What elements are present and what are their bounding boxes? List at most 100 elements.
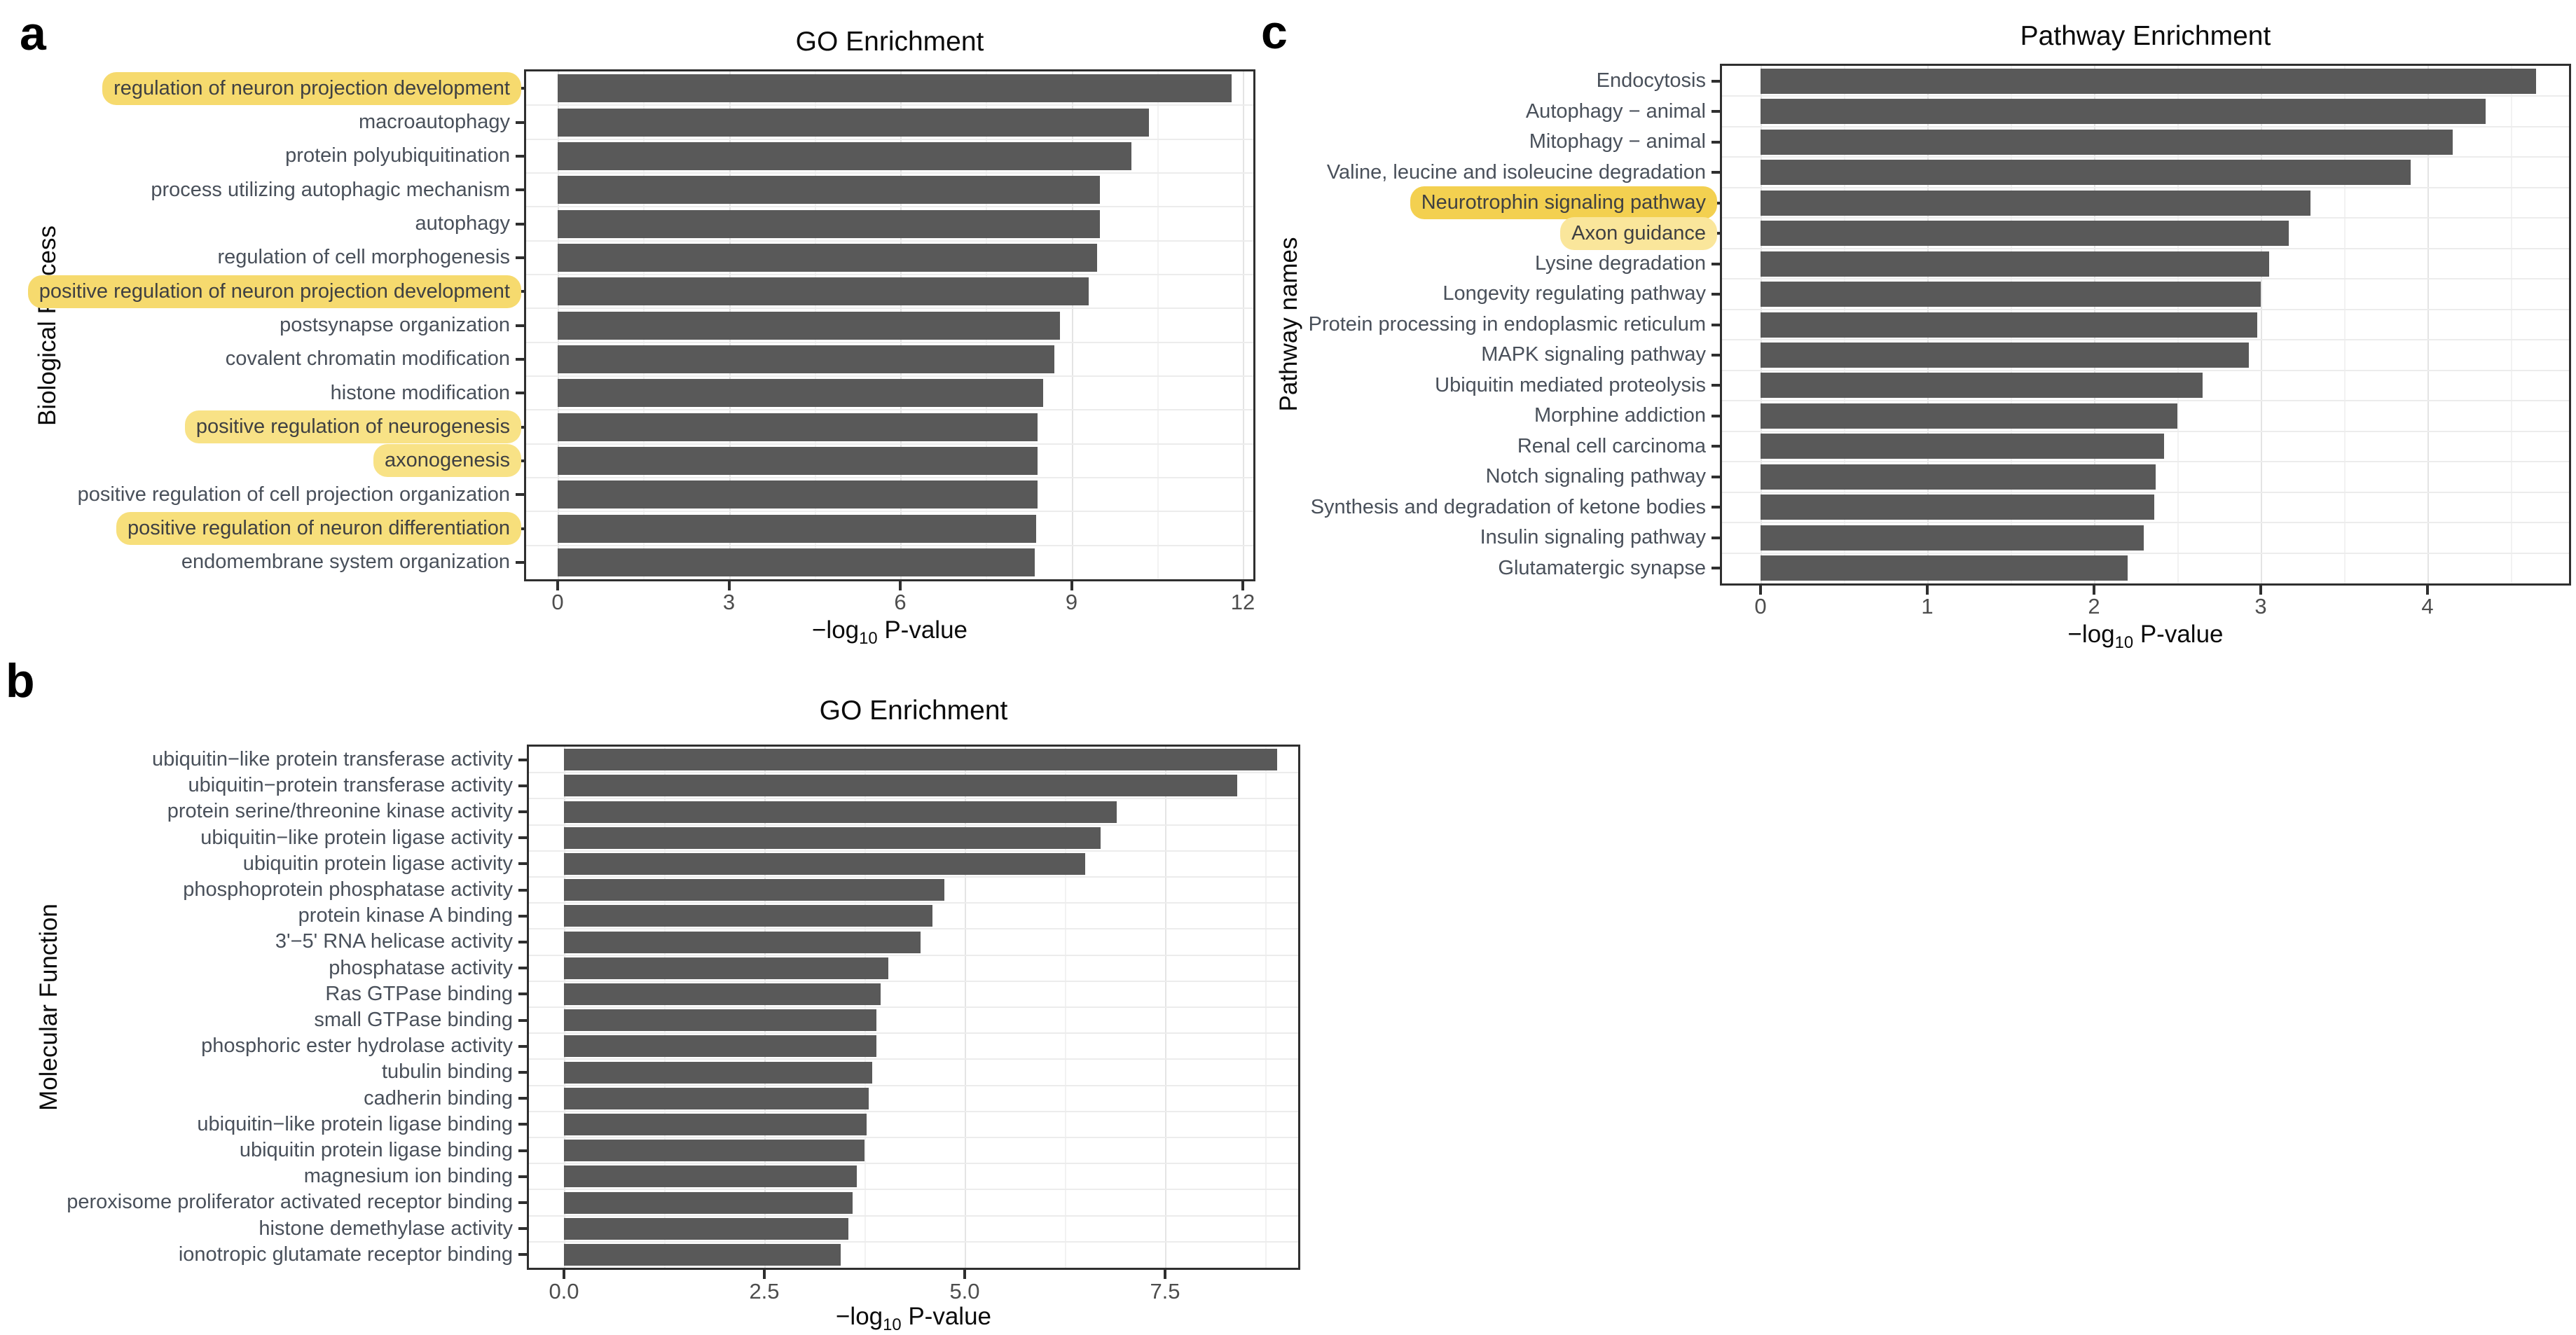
bar xyxy=(558,345,1054,373)
gridline-h xyxy=(1722,400,2569,402)
gridline-h xyxy=(526,544,1253,546)
category-label-text: phosphatase activity xyxy=(329,956,513,979)
gridline-h xyxy=(526,172,1253,174)
y-axis-tick xyxy=(1711,140,1720,144)
plot-area-a xyxy=(524,69,1255,581)
category-label: tubulin binding xyxy=(0,1059,513,1085)
bar xyxy=(558,277,1089,306)
chart-title-a: GO Enrichment xyxy=(795,27,984,57)
y-axis-tick xyxy=(1711,506,1720,509)
bar xyxy=(564,1087,869,1109)
category-label-text: Ras GTPase binding xyxy=(325,982,513,1005)
x-axis-tick-label: 3 xyxy=(722,590,736,614)
category-label-highlight: positive regulation of neuron projection… xyxy=(27,275,521,308)
x-axis-tick xyxy=(2093,586,2095,595)
category-label: magnesium ion binding xyxy=(0,1163,513,1189)
category-label-text: macroautophagy xyxy=(358,110,510,133)
category-label: ionotropic glutamate receptor binding xyxy=(0,1242,513,1268)
category-label-text: 3'−5' RNA helicase activity xyxy=(275,930,513,953)
category-label: ubiquitin−like protein ligase activity xyxy=(0,825,513,851)
panel-letter-a: a xyxy=(20,7,46,60)
gridline-h xyxy=(529,876,1298,878)
x-axis-tick-label: 2.5 xyxy=(749,1279,780,1303)
bar xyxy=(1761,434,2164,459)
category-label: protein serine/threonine kinase activity xyxy=(0,798,513,824)
gridline-h xyxy=(526,477,1253,478)
y-axis-tick xyxy=(518,1175,527,1178)
y-axis-tick xyxy=(1711,536,1720,539)
category-label-text: positive regulation of cell projection o… xyxy=(77,483,510,506)
gridline-h xyxy=(529,1137,1298,1138)
category-label: covalent chromatin modification xyxy=(0,343,510,376)
bar xyxy=(1761,190,2310,216)
category-label: phosphoprotein phosphatase activity xyxy=(0,877,513,903)
bar xyxy=(564,1217,848,1240)
x-axis-title-a: −log10 P-value xyxy=(812,616,967,649)
bar xyxy=(558,243,1097,272)
x-axis-tick xyxy=(2426,586,2429,595)
x-axis-tick-label: 0 xyxy=(1754,594,1767,618)
y-axis-tick xyxy=(518,1201,527,1204)
gridline-major-v xyxy=(2427,66,2429,583)
x-axis-tick-label: 4 xyxy=(2421,594,2434,618)
category-label-highlight: positive regulation of neuron differenti… xyxy=(116,511,521,546)
x-axis-tick xyxy=(763,1270,766,1279)
category-label: Ras GTPase binding xyxy=(0,981,513,1007)
y-axis-tick xyxy=(1711,79,1720,83)
category-label-text: tubulin binding xyxy=(381,1060,513,1084)
bar xyxy=(564,801,1117,823)
category-label: Synthesis and degradation of ketone bodi… xyxy=(0,492,1706,523)
category-label: axonogenesis xyxy=(0,444,521,478)
category-label: Ubiquitin mediated proteolysis xyxy=(0,371,1706,401)
gridline-h xyxy=(529,850,1298,852)
bar xyxy=(564,983,881,1005)
x-axis-tick-label: 12 xyxy=(1230,590,1255,614)
gridline-h xyxy=(529,1110,1298,1112)
bar xyxy=(558,209,1100,238)
x-axis-tick xyxy=(963,1270,966,1279)
y-axis-tick xyxy=(518,784,527,787)
category-label-text: Valine, leucine and isoleucine degradati… xyxy=(1326,160,1706,184)
bar xyxy=(564,1140,865,1162)
category-label: ubiquitin−like protein ligase binding xyxy=(0,1112,513,1137)
gridline-h xyxy=(1722,308,2569,310)
gridline-h xyxy=(529,980,1298,982)
category-label-text: Insulin signaling pathway xyxy=(1480,526,1706,549)
bar xyxy=(1761,129,2453,155)
gridline-h xyxy=(529,824,1298,826)
gridline-major-v xyxy=(1243,71,1244,579)
bar xyxy=(1761,99,2486,125)
category-label-highlight: Neurotrophin signaling pathway xyxy=(1410,186,1717,220)
y-axis-tick xyxy=(1711,414,1720,417)
gridline-h xyxy=(1722,522,2569,524)
gridline-h xyxy=(526,240,1253,242)
category-label: ubiquitin protein ligase binding xyxy=(0,1137,513,1163)
category-label: peroxisome proliferator activated recept… xyxy=(0,1189,513,1215)
gridline-h xyxy=(529,954,1298,956)
category-label: 3'−5' RNA helicase activity xyxy=(0,929,513,955)
gridline-h xyxy=(1722,95,2569,97)
category-label: Endocytosis xyxy=(0,66,1706,96)
category-label: ubiquitin protein ligase activity xyxy=(0,851,513,877)
bar xyxy=(564,1191,853,1214)
y-axis-tick xyxy=(516,357,524,361)
bar xyxy=(564,775,1237,797)
y-axis-tick xyxy=(518,1253,527,1257)
x-axis-title-sub: 10 xyxy=(2114,633,2134,652)
bar xyxy=(558,514,1036,543)
y-axis-tick xyxy=(518,862,527,866)
gridline-h xyxy=(1722,369,2569,371)
y-axis-tick xyxy=(518,1227,527,1231)
bar xyxy=(1761,68,2536,94)
gridline-h xyxy=(529,928,1298,930)
y-axis-tick xyxy=(518,1123,527,1126)
gridline-h xyxy=(526,443,1253,445)
category-label: cadherin binding xyxy=(0,1086,513,1112)
x-axis-tick-label: 6 xyxy=(894,590,907,614)
y-axis-tick xyxy=(516,188,524,192)
y-axis-tick xyxy=(518,758,527,761)
gridline-h xyxy=(1722,186,2569,188)
category-label: positive regulation of cell projection o… xyxy=(0,478,510,511)
x-axis-tick-label: 9 xyxy=(1065,590,1078,614)
bar xyxy=(558,446,1038,475)
